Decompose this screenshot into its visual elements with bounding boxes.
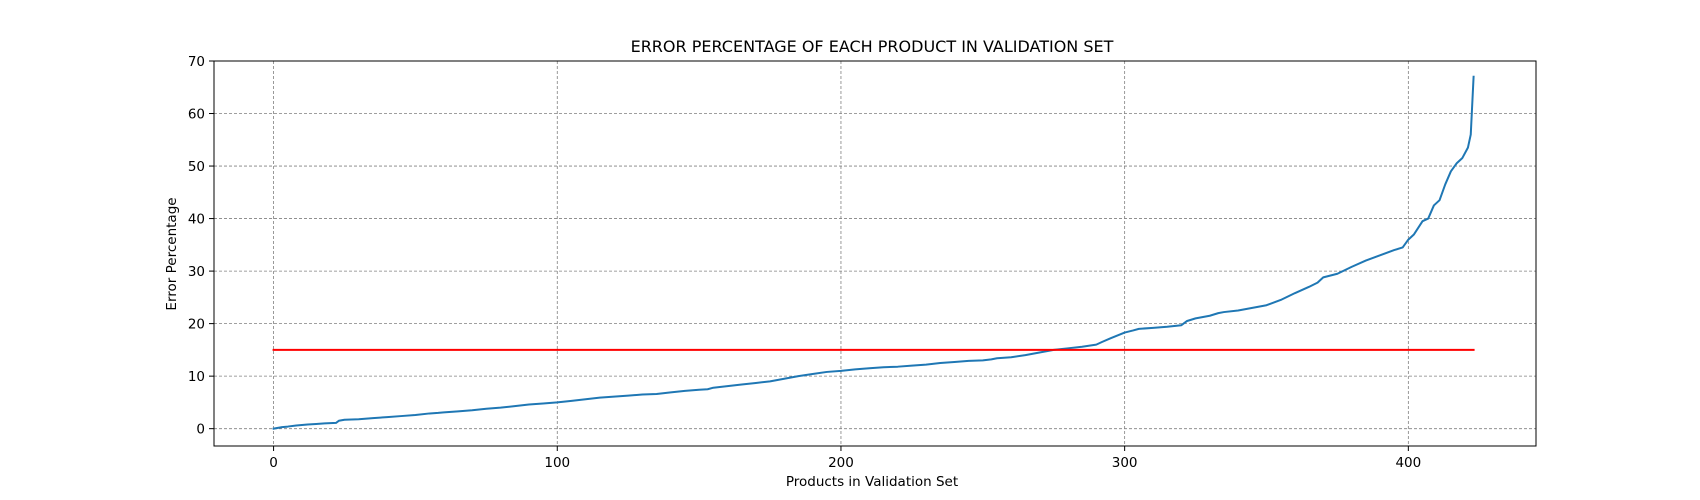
chart-title: ERROR PERCENTAGE OF EACH PRODUCT IN VALI… [631, 37, 1114, 56]
y-tick-label: 10 [188, 369, 205, 385]
x-tick-label: 200 [828, 455, 854, 471]
y-tick-label: 40 [188, 212, 205, 228]
x-tick-label: 100 [544, 455, 570, 471]
error-percentage-line [272, 75, 1475, 430]
x-tick-label: 0 [269, 455, 278, 471]
y-tick-label: 70 [188, 54, 205, 70]
y-axis-label: Error Percentage [164, 197, 180, 310]
x-axis-label: Products in Validation Set [786, 474, 958, 490]
y-tick-label: 60 [188, 107, 205, 123]
plot-frame [213, 60, 1537, 447]
x-tick-label: 300 [1112, 455, 1138, 471]
tick-layer: 0 100 200 300 400 0 10 20 30 40 50 60 70 [188, 54, 1421, 471]
series-layer [272, 75, 1475, 430]
y-tick-label: 50 [188, 159, 205, 175]
y-tick-label: 30 [188, 264, 205, 280]
y-tick-label: 0 [196, 422, 205, 438]
y-tick-label: 20 [188, 317, 205, 333]
x-tick-label: 400 [1395, 455, 1421, 471]
